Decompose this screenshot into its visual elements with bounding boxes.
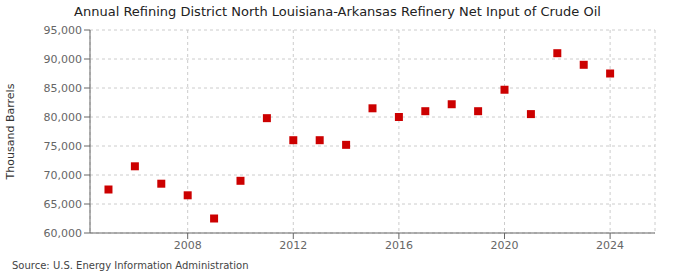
- svg-text:60,000: 60,000: [44, 227, 83, 240]
- html-text:Source: U.S. Energy Informatio: Source: U.S. Energy Information Administ…: [12, 260, 249, 271]
- svg-text:95,000: 95,000: [44, 24, 83, 37]
- svg-text:90,000: 90,000: [44, 53, 83, 66]
- svg-text:65,000: 65,000: [44, 198, 83, 211]
- svg-text:2012: 2012: [279, 239, 307, 252]
- svg-text:2008: 2008: [174, 239, 202, 252]
- svg-text:75,000: 75,000: [44, 140, 83, 153]
- svg-text:70,000: 70,000: [44, 169, 83, 182]
- html-text:Annual Refining District North: Annual Refining District North Louisiana…: [74, 4, 601, 19]
- svg-text:2024: 2024: [596, 239, 624, 252]
- svg-text:2020: 2020: [491, 239, 519, 252]
- svg-text:Thousand Barrels: Thousand Barrels: [8, 83, 17, 180]
- svg-text:2016: 2016: [385, 239, 413, 252]
- svg-text:85,000: 85,000: [44, 82, 83, 95]
- svg-text:80,000: 80,000: [44, 111, 83, 124]
